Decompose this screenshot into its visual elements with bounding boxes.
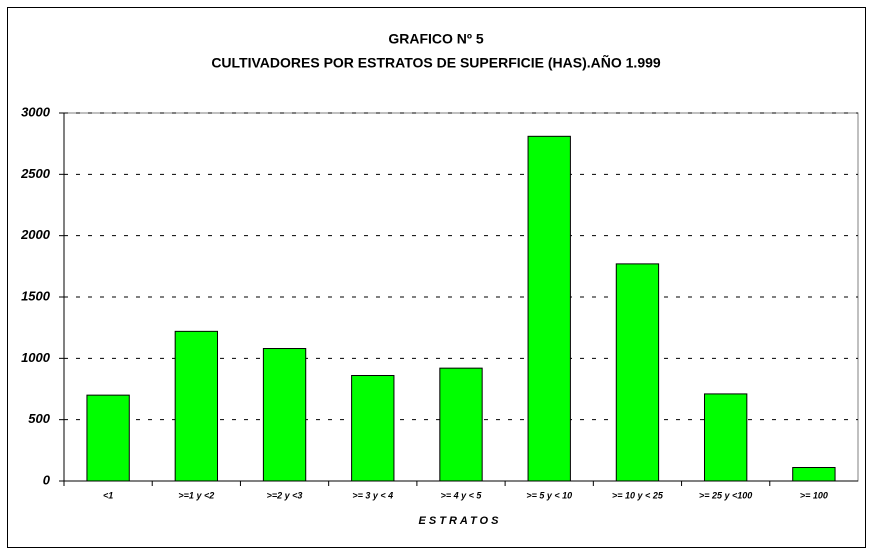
x-tick-label: >= 10 y < 25 [612,490,664,500]
bar [439,367,483,482]
y-tick-label: 3000 [21,104,51,119]
bar [792,467,836,482]
y-tick-label: 1000 [21,350,51,365]
x-tick-label: >= 100 [800,490,828,500]
chart-title: GRAFICO Nº 5 [388,31,484,47]
bar [262,348,307,482]
x-tick-label: >= 5 y < 10 [526,490,572,500]
y-tick-label: 2000 [20,227,51,242]
bar [527,135,571,482]
x-axis-title: ESTRATOS [419,515,502,527]
x-tick-label: >= 4 y < 5 [441,490,483,500]
bar [703,393,748,482]
y-tick-label: 0 [43,472,51,487]
y-tick-label: 1500 [21,288,51,303]
x-tick-label: >=1 y <2 [178,490,214,500]
bar [351,375,395,482]
y-tick-label: 2500 [20,166,51,181]
x-tick-label: <1 [103,490,113,500]
x-tick-label: >= 3 y < 4 [352,490,393,500]
x-tick-label: >= 25 y <100 [699,490,752,500]
x-tick-label: >=2 y <3 [267,490,303,500]
y-tick-label: 500 [28,411,50,426]
bar [615,263,660,482]
chart-subtitle: CULTIVADORES POR ESTRATOS DE SUPERFICIE … [211,54,661,71]
bar [86,394,130,482]
bar [174,330,219,482]
